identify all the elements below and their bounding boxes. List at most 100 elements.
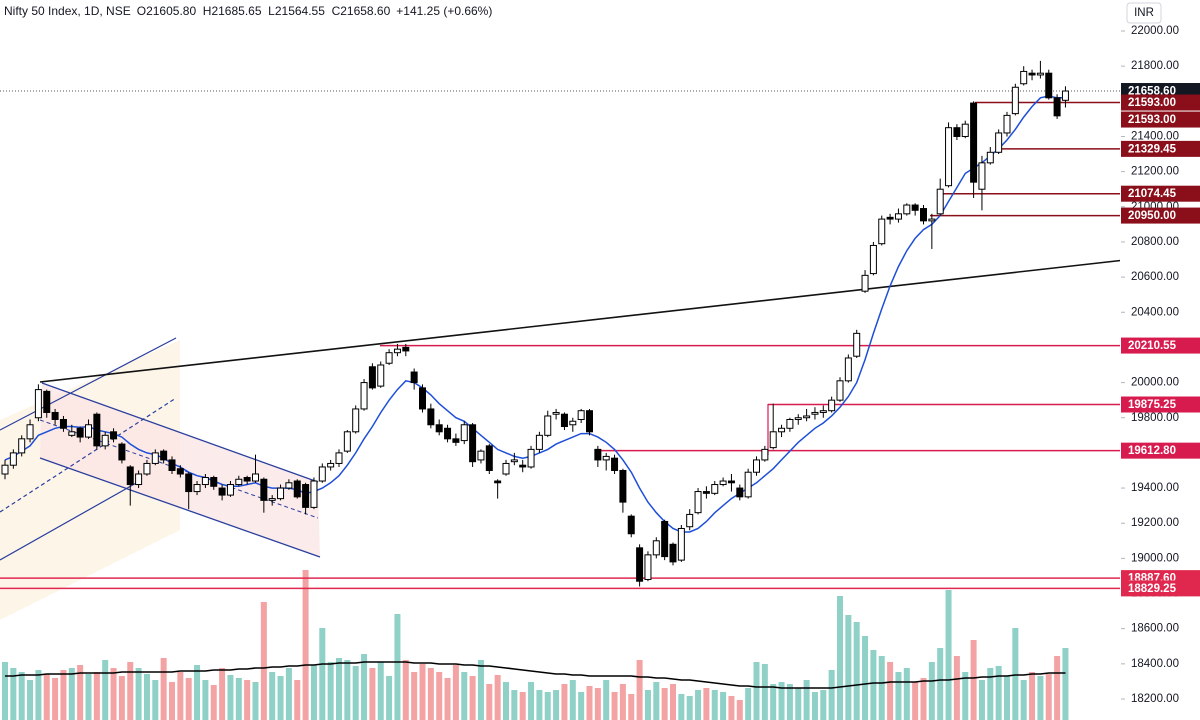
candle-body — [377, 364, 385, 387]
candle-body — [861, 274, 869, 292]
volume-bar — [235, 678, 242, 720]
trend-line — [39, 259, 1126, 383]
candle-body — [310, 480, 318, 508]
trend-line — [0, 481, 139, 561]
volume-bar — [962, 672, 969, 720]
volume-bar — [644, 690, 651, 720]
candle-body — [719, 480, 727, 486]
y-tick-label: 19000.00 — [1131, 552, 1179, 564]
candle-body — [93, 413, 101, 447]
volume-bar — [18, 672, 25, 720]
change: +141.25 (+0.66%) — [396, 4, 492, 18]
candle-body — [903, 204, 911, 215]
candle-body — [285, 482, 293, 489]
candle-body — [936, 188, 944, 215]
volume-bar — [35, 670, 42, 720]
y-tick-label: 19400.00 — [1131, 482, 1179, 494]
candle-body — [669, 543, 677, 563]
currency[interactable]: INR — [1134, 7, 1154, 19]
candle-body — [302, 484, 310, 508]
candle-body — [235, 478, 243, 486]
y-tick-label: 18400.00 — [1131, 658, 1179, 670]
volume-bar — [653, 682, 660, 720]
candle-body — [1045, 72, 1053, 99]
candle-body — [811, 411, 819, 415]
candle-body — [143, 462, 151, 475]
currency-button[interactable] — [1126, 2, 1162, 24]
level-label: 19875.25 — [1128, 399, 1177, 411]
candle-body — [836, 380, 844, 401]
volume-bar — [887, 662, 894, 720]
candle-body — [527, 448, 535, 468]
volume-bar — [920, 678, 927, 720]
candle-body — [385, 352, 393, 364]
candle-body — [18, 438, 26, 454]
volume-bar — [427, 668, 434, 720]
candle-body — [151, 452, 159, 464]
volume-bar — [753, 662, 760, 720]
candle-body — [1053, 97, 1061, 117]
level-label-bg — [1121, 94, 1200, 111]
candle-body — [427, 408, 435, 426]
volume-bar — [118, 676, 125, 720]
candle-body — [652, 540, 660, 556]
volume-bar — [494, 675, 501, 720]
volume-bar — [594, 688, 601, 720]
candle-body — [1003, 114, 1011, 134]
channel-line — [41, 382, 319, 483]
candle-body — [43, 390, 51, 413]
volume-bar — [611, 692, 618, 720]
candle-body — [59, 418, 67, 429]
volume-bar — [469, 676, 476, 720]
level-label: 21658.60 — [1128, 86, 1176, 98]
volume-bar — [461, 672, 468, 720]
volume-bar — [995, 666, 1002, 720]
volume-bar — [945, 590, 952, 720]
candle-body — [277, 487, 285, 500]
candle-body — [218, 487, 226, 496]
volume-bar — [695, 690, 702, 720]
candle-body — [201, 477, 209, 486]
y-tick-label: 20400.00 — [1131, 306, 1179, 318]
candle-body — [769, 431, 777, 449]
candle-body — [452, 438, 460, 443]
candle-body — [911, 204, 919, 211]
volume-bar — [837, 596, 843, 720]
volume-bar — [194, 665, 201, 720]
candle-body — [118, 443, 126, 461]
candle-body — [185, 473, 193, 493]
volume-bar — [953, 656, 960, 720]
volume-bar — [670, 684, 676, 720]
volume-bar — [1012, 628, 1019, 720]
trend-line — [0, 337, 177, 431]
candle-body — [494, 480, 502, 484]
candle-body — [1, 464, 9, 475]
volume-bar — [244, 680, 251, 720]
volume-bar — [444, 678, 451, 720]
y-tick-label: 18600.00 — [1131, 623, 1179, 635]
volume-bar — [928, 662, 935, 720]
candle-body — [327, 462, 335, 468]
volume-bar — [68, 668, 75, 720]
volume-bar — [795, 688, 802, 720]
candle-body — [953, 127, 961, 137]
volume-bar — [745, 688, 752, 720]
volume-ma — [5, 661, 1066, 689]
volume-bar — [135, 668, 142, 720]
volume-bar — [411, 672, 418, 720]
volume-bar — [419, 664, 426, 720]
volume-bar — [285, 668, 292, 720]
candle-body — [68, 431, 76, 436]
candle-body — [744, 471, 752, 498]
candle-body — [961, 123, 969, 137]
volume-bar — [820, 690, 827, 720]
volume-bar — [60, 670, 67, 720]
volume-bar — [761, 664, 768, 720]
volume-bar — [544, 692, 551, 720]
volume-bar — [486, 684, 493, 720]
candle-body — [51, 411, 59, 420]
candle-body — [419, 387, 426, 410]
volume-bar — [511, 690, 518, 720]
candle-body — [352, 408, 360, 433]
volume-bar — [43, 674, 50, 720]
